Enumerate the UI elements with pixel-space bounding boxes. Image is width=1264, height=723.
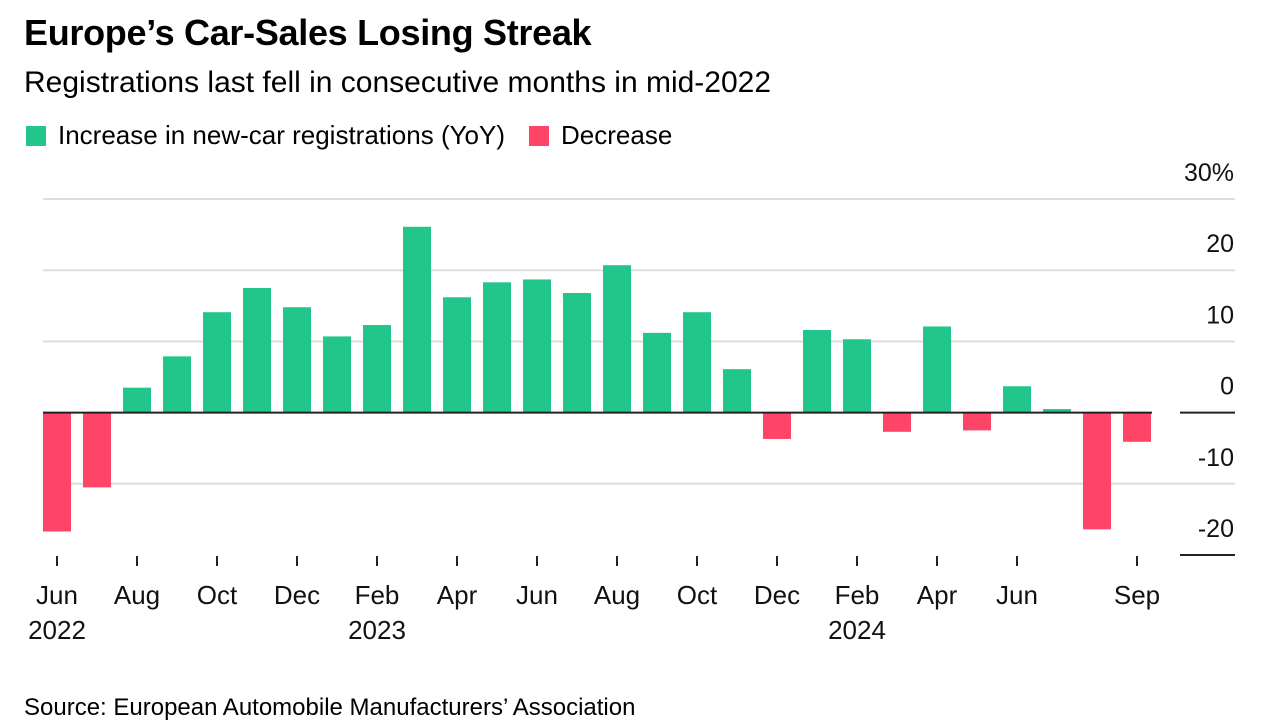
legend-item-increase: Increase in new-car registrations (YoY): [26, 120, 505, 151]
x-tick-labels: Jun 2022 Aug Oct Dec Feb 2023 Apr Jun Aug Oct Dec Fe…: [28, 556, 1160, 645]
bar-aug-2024: [1083, 412, 1111, 530]
x-tick-label: Oct: [197, 580, 238, 610]
x-tick-label: Jun: [996, 580, 1038, 610]
x-tick-label: Feb: [355, 580, 400, 610]
x-tick-label: Aug: [114, 580, 160, 610]
y-tick-label: 10: [1206, 301, 1234, 329]
bar-jul-2024: [1043, 409, 1071, 413]
legend-label-decrease: Decrease: [561, 120, 673, 150]
x-tick-label: Sep: [1114, 580, 1160, 610]
bar-may-2024: [963, 412, 991, 431]
bar-sep-2024: [1123, 412, 1151, 442]
x-tick-label: Dec: [274, 580, 320, 610]
bar-apr-2023: [443, 297, 471, 413]
x-tick-label: Apr: [437, 580, 478, 610]
chart-subtitle: Registrations last fell in consecutive m…: [24, 66, 772, 99]
bar-jan-2023: [323, 336, 351, 413]
x-tick-label: Apr: [917, 580, 958, 610]
legend-item-decrease: Decrease: [529, 120, 672, 151]
x-tick-label: Jun: [36, 580, 78, 610]
legend-label-increase: Increase in new-car registrations (YoY): [58, 120, 506, 150]
legend-swatch-decrease: [529, 125, 550, 146]
legend: Increase in new-car registrations (YoY) …: [26, 120, 696, 151]
y-tick-label: 20: [1206, 230, 1234, 258]
chart-title: Europe’s Car-Sales Losing Streak: [24, 12, 592, 53]
axes: [43, 411, 1235, 556]
x-tick-label: Dec: [754, 580, 800, 610]
bar-aug-2023: [603, 265, 631, 413]
bar-jun-2024: [1003, 386, 1031, 413]
y-tick-label: -10: [1198, 444, 1234, 472]
bar-nov-2022: [243, 288, 271, 413]
x-tick-label: Jun: [516, 580, 558, 610]
y-tick-labels: 30% 20 10 0 -10 -20: [1184, 159, 1234, 543]
gridlines: [43, 198, 1235, 485]
bar-jun-2023: [523, 279, 551, 413]
bar-feb-2023: [363, 325, 391, 413]
bar-aug-2022: [123, 387, 151, 413]
x-year-label: 2022: [28, 615, 86, 645]
bar-dec-2022: [283, 307, 311, 413]
bars: [43, 226, 1151, 532]
bar-feb-2024: [843, 339, 871, 413]
legend-swatch-increase: [26, 125, 46, 146]
bar-nov-2023: [723, 369, 751, 413]
bar-sep-2022: [163, 356, 191, 413]
bar-jun-2022: [43, 412, 71, 532]
x-tick-label: Aug: [594, 580, 640, 610]
y-tick-label: 30%: [1184, 159, 1234, 187]
bar-mar-2024: [883, 412, 911, 432]
y-tick-label: -20: [1198, 515, 1234, 543]
bar-jul-2022: [83, 412, 111, 488]
bar-dec-2023: [763, 412, 791, 439]
x-tick-label: Feb: [835, 580, 880, 610]
x-tick-label: Oct: [677, 580, 718, 610]
bar-oct-2022: [203, 312, 231, 413]
bar-jul-2023: [563, 292, 591, 413]
x-year-label: 2024: [828, 615, 886, 645]
bar-oct-2023: [683, 312, 711, 413]
bar-sep-2023: [643, 332, 671, 413]
bar-mar-2023: [403, 226, 431, 413]
bar-jan-2024: [803, 330, 831, 413]
bar-apr-2024: [923, 326, 951, 413]
bar-may-2023: [483, 282, 511, 413]
y-tick-label: 0: [1220, 373, 1234, 401]
x-year-label: 2023: [348, 615, 406, 645]
source-note: Source: European Automobile Manufacturer…: [24, 694, 636, 721]
